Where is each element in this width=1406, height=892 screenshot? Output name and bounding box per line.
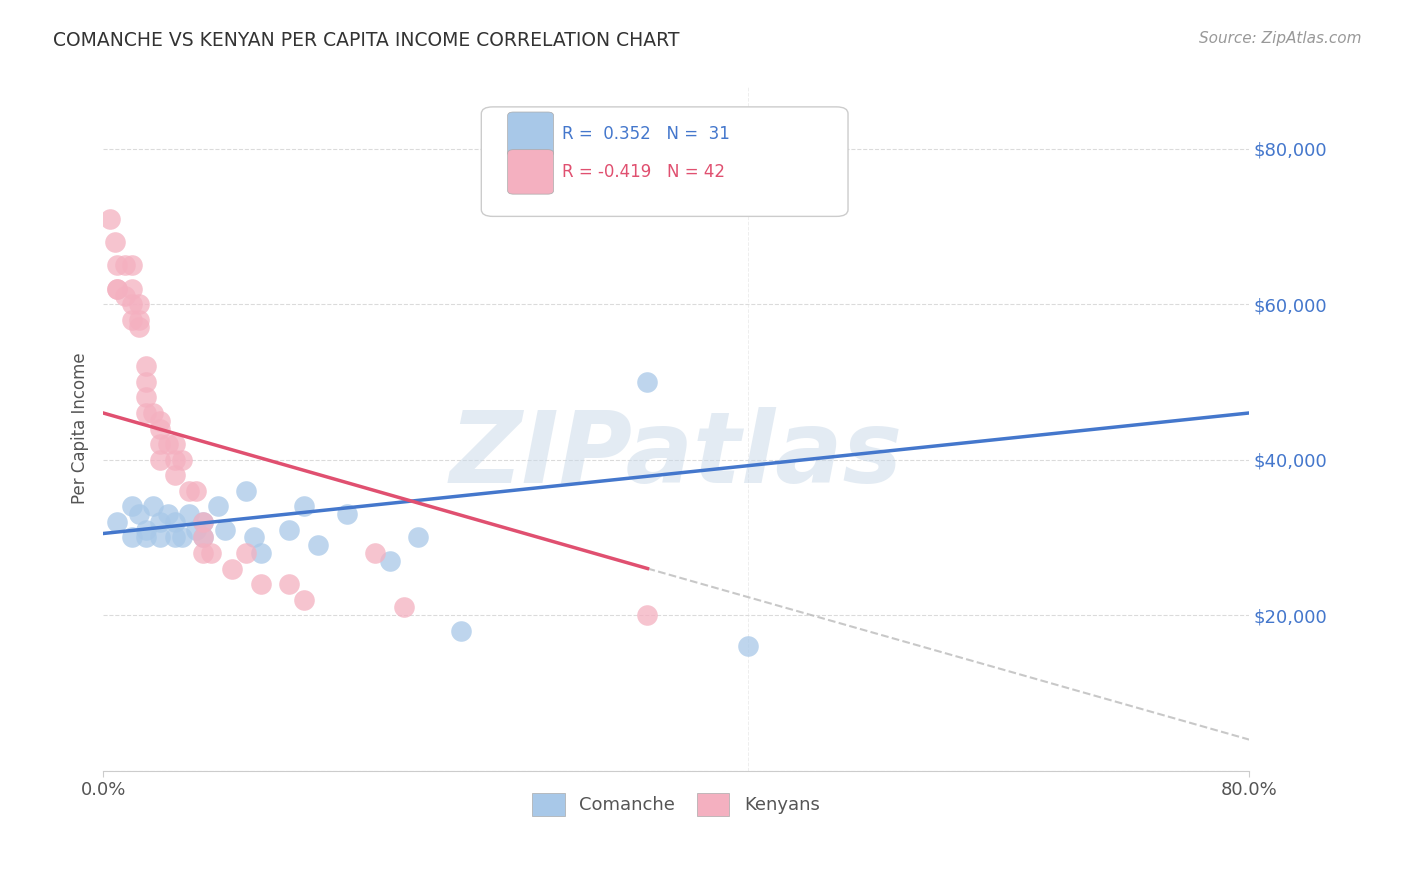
Point bbox=[128, 507, 150, 521]
Point bbox=[149, 530, 172, 544]
Point bbox=[278, 577, 301, 591]
Point bbox=[135, 523, 157, 537]
Point bbox=[121, 281, 143, 295]
Point bbox=[163, 530, 186, 544]
Point bbox=[128, 297, 150, 311]
Point bbox=[193, 530, 215, 544]
Legend: Comanche, Kenyans: Comanche, Kenyans bbox=[526, 786, 827, 823]
Point bbox=[235, 546, 257, 560]
Point bbox=[307, 538, 329, 552]
Point bbox=[156, 507, 179, 521]
Point bbox=[193, 546, 215, 560]
Point bbox=[221, 561, 243, 575]
Point bbox=[163, 515, 186, 529]
Point bbox=[242, 530, 264, 544]
Point bbox=[170, 452, 193, 467]
Point bbox=[163, 468, 186, 483]
Text: ZIPatlas: ZIPatlas bbox=[450, 408, 903, 504]
Point bbox=[170, 530, 193, 544]
Point bbox=[163, 437, 186, 451]
Point bbox=[177, 483, 200, 498]
Text: Source: ZipAtlas.com: Source: ZipAtlas.com bbox=[1198, 31, 1361, 46]
Point bbox=[98, 211, 121, 226]
Point bbox=[186, 523, 208, 537]
Point bbox=[149, 414, 172, 428]
Point bbox=[114, 258, 136, 272]
Point bbox=[637, 608, 659, 623]
Point bbox=[135, 375, 157, 389]
Point bbox=[193, 530, 215, 544]
Y-axis label: Per Capita Income: Per Capita Income bbox=[72, 352, 89, 504]
Point bbox=[378, 554, 401, 568]
Point bbox=[149, 437, 172, 451]
Text: R =  0.352   N =  31: R = 0.352 N = 31 bbox=[561, 125, 730, 144]
Point bbox=[193, 515, 215, 529]
Point bbox=[200, 546, 222, 560]
Point bbox=[128, 312, 150, 326]
Point bbox=[121, 500, 143, 514]
Point bbox=[336, 507, 359, 521]
FancyBboxPatch shape bbox=[481, 107, 848, 217]
Point bbox=[177, 507, 200, 521]
FancyBboxPatch shape bbox=[508, 150, 554, 194]
Point bbox=[637, 375, 659, 389]
Point bbox=[121, 258, 143, 272]
Point bbox=[107, 281, 129, 295]
Text: COMANCHE VS KENYAN PER CAPITA INCOME CORRELATION CHART: COMANCHE VS KENYAN PER CAPITA INCOME COR… bbox=[53, 31, 681, 50]
Point bbox=[207, 500, 229, 514]
Point bbox=[406, 530, 429, 544]
Point bbox=[235, 483, 257, 498]
Point bbox=[135, 391, 157, 405]
Point bbox=[392, 600, 415, 615]
Point bbox=[107, 515, 129, 529]
Point bbox=[107, 281, 129, 295]
Point bbox=[128, 320, 150, 334]
Point bbox=[135, 530, 157, 544]
Point bbox=[121, 312, 143, 326]
Point bbox=[278, 523, 301, 537]
Point bbox=[114, 289, 136, 303]
Point bbox=[142, 500, 165, 514]
Point bbox=[121, 530, 143, 544]
Point bbox=[249, 577, 271, 591]
Point bbox=[214, 523, 236, 537]
Point bbox=[149, 452, 172, 467]
Point bbox=[364, 546, 387, 560]
Point bbox=[103, 235, 125, 249]
Point bbox=[450, 624, 472, 638]
Point bbox=[121, 297, 143, 311]
Point bbox=[149, 515, 172, 529]
Point bbox=[163, 452, 186, 467]
Text: R = -0.419   N = 42: R = -0.419 N = 42 bbox=[561, 163, 724, 181]
Point bbox=[186, 483, 208, 498]
Point bbox=[737, 640, 759, 654]
Point bbox=[292, 500, 315, 514]
Point bbox=[107, 258, 129, 272]
Point bbox=[142, 406, 165, 420]
Point bbox=[156, 437, 179, 451]
Point bbox=[135, 406, 157, 420]
Point bbox=[249, 546, 271, 560]
FancyBboxPatch shape bbox=[508, 112, 554, 156]
Point bbox=[292, 592, 315, 607]
Point bbox=[193, 515, 215, 529]
Point bbox=[149, 421, 172, 435]
Point bbox=[135, 359, 157, 374]
